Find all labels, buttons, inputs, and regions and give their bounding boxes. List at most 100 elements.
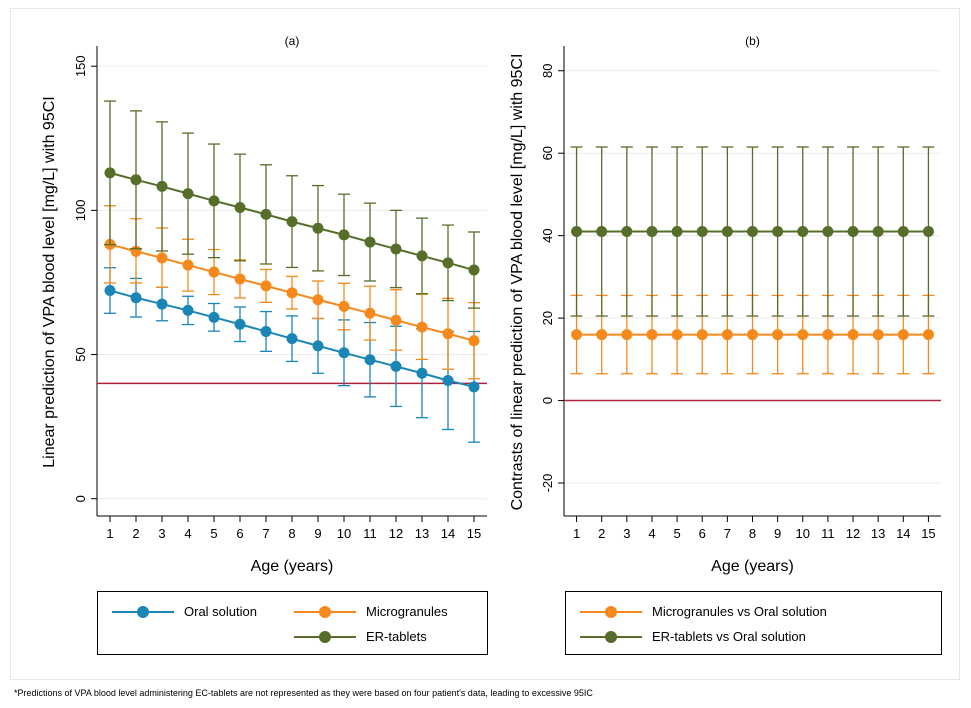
data-point xyxy=(772,329,784,341)
data-point xyxy=(338,300,350,312)
x-tick-label: 7 xyxy=(262,526,269,541)
x-tick-label: 11 xyxy=(821,526,835,541)
x-tick-label: 3 xyxy=(623,526,630,541)
data-point xyxy=(922,329,934,341)
data-point xyxy=(338,229,350,241)
legend-marker-oral-solution xyxy=(137,605,149,618)
legend-item-er-tablets: ER-tablets xyxy=(294,629,427,644)
data-point xyxy=(208,195,220,207)
data-point xyxy=(182,188,194,200)
legend-label-microgranules: Microgranules xyxy=(366,604,448,619)
legend-item-microgranules-vs-oral: Microgranules vs Oral solution xyxy=(580,604,827,619)
data-point xyxy=(312,340,324,352)
series-microgranules-vs-oral-solution xyxy=(570,294,935,375)
data-point xyxy=(234,318,246,330)
data-point xyxy=(130,292,142,304)
data-point xyxy=(596,329,608,341)
data-point xyxy=(312,222,324,234)
data-point xyxy=(571,226,583,238)
y-tick-label: 60 xyxy=(540,146,555,160)
x-axis-label: Age (years) xyxy=(251,558,334,575)
x-tick-label: 8 xyxy=(749,526,756,541)
data-point xyxy=(747,329,758,341)
x-tick-label: 10 xyxy=(337,526,351,541)
legend-b: Microgranules vs Oral solution ER-tablet… xyxy=(565,591,942,655)
x-tick-label: 1 xyxy=(106,526,113,541)
data-point xyxy=(847,226,859,238)
data-point xyxy=(286,216,298,228)
x-tick-label: 2 xyxy=(132,526,139,541)
data-point xyxy=(468,264,480,276)
data-point xyxy=(208,266,220,278)
y-axis-label: Linear prediction of VPA blood level [mg… xyxy=(41,96,58,467)
footnote: *Predictions of VPA blood level administ… xyxy=(14,688,593,698)
x-tick-label: 14 xyxy=(441,526,455,541)
legend-marker-er-tablets-vs-oral xyxy=(605,630,617,643)
x-tick-label: 10 xyxy=(796,526,810,541)
x-axis-label: Age (years) xyxy=(711,558,794,575)
y-tick-label: 0 xyxy=(73,495,88,502)
data-point xyxy=(182,259,194,271)
data-point xyxy=(234,273,246,285)
data-point xyxy=(208,311,220,323)
data-point xyxy=(671,329,683,341)
data-point xyxy=(390,243,402,255)
data-point xyxy=(260,280,272,292)
data-point xyxy=(156,298,168,310)
data-point xyxy=(468,335,480,347)
x-tick-label: 4 xyxy=(184,526,191,541)
data-point xyxy=(286,333,298,345)
legend-label-er-tablets: ER-tablets xyxy=(366,629,427,644)
data-point xyxy=(797,226,809,238)
data-point xyxy=(897,329,909,341)
x-tick-label: 12 xyxy=(846,526,860,541)
legend-label-er-tablets-vs-oral: ER-tablets vs Oral solution xyxy=(652,629,806,644)
x-tick-label: 9 xyxy=(774,526,781,541)
data-point xyxy=(646,329,658,341)
data-point xyxy=(721,226,733,238)
data-point xyxy=(922,226,934,238)
data-point xyxy=(696,329,708,341)
x-tick-label: 11 xyxy=(363,526,377,541)
data-point xyxy=(822,329,834,341)
series-er-tablets-vs-oral-solution xyxy=(570,146,935,317)
x-tick-label: 5 xyxy=(673,526,680,541)
data-point xyxy=(872,226,884,238)
y-tick-label: 50 xyxy=(73,347,88,361)
data-point xyxy=(671,226,683,238)
y-tick-label: 150 xyxy=(73,55,88,77)
legend-key-microgranules xyxy=(294,605,356,618)
legend-key-er-tablets-vs-oral xyxy=(580,630,642,643)
series-er-tablets xyxy=(104,100,480,309)
data-point xyxy=(772,226,784,238)
legend-item-oral-solution: Oral solution xyxy=(112,604,257,619)
legend-key-oral-solution xyxy=(112,605,174,618)
x-tick-label: 5 xyxy=(210,526,217,541)
legend-item-microgranules: Microgranules xyxy=(294,604,448,619)
y-tick-label: 40 xyxy=(540,228,555,242)
data-point xyxy=(797,329,809,341)
y-tick-label: 100 xyxy=(73,200,88,222)
data-point xyxy=(872,329,884,341)
data-point xyxy=(364,236,376,248)
data-point xyxy=(596,226,608,238)
y-tick-label: 20 xyxy=(540,311,555,325)
x-tick-label: 4 xyxy=(648,526,655,541)
data-point xyxy=(338,347,350,359)
data-point xyxy=(156,180,168,192)
x-tick-label: 1 xyxy=(573,526,580,541)
y-tick-label: -20 xyxy=(540,474,555,493)
y-axis-label: Contrasts of linear prediction of VPA bl… xyxy=(509,54,526,511)
data-point xyxy=(182,304,194,316)
x-tick-label: 3 xyxy=(158,526,165,541)
x-tick-label: 8 xyxy=(288,526,295,541)
data-point xyxy=(260,208,272,220)
legend-marker-microgranules xyxy=(319,605,331,618)
x-tick-label: 15 xyxy=(467,526,481,541)
panel-title: (a) xyxy=(285,34,300,48)
legend-label-microgranules-vs-oral: Microgranules vs Oral solution xyxy=(652,604,827,619)
data-point xyxy=(130,174,142,186)
data-point xyxy=(364,354,376,366)
